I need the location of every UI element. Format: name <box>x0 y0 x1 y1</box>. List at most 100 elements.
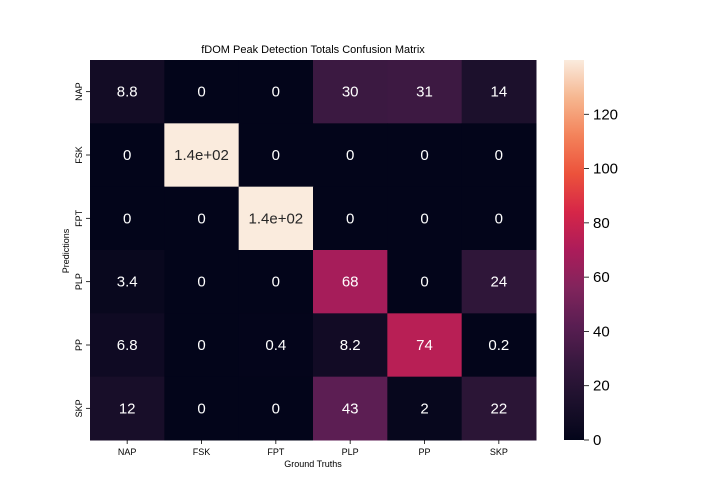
cell-value-label: 0 <box>495 210 503 227</box>
cell-value-label: 0 <box>420 210 428 227</box>
colorbar-tick-label: 20 <box>593 378 610 395</box>
cell-value-label: 0 <box>123 147 131 164</box>
chart-title: fDOM Peak Detection Totals Confusion Mat… <box>201 44 425 56</box>
heatmap-cell <box>238 123 314 188</box>
heatmap-cell <box>313 376 388 441</box>
cell-value-label: 3.4 <box>117 274 138 291</box>
cell-value-label: 1.4e+02 <box>174 147 229 164</box>
heatmap-cell <box>461 376 537 441</box>
heatmap-cell <box>90 60 165 124</box>
heatmap-cell <box>164 376 240 441</box>
heatmap-cell <box>164 313 240 378</box>
cell-value-label: 0 <box>346 210 354 227</box>
cell-value-label: 0 <box>495 147 503 164</box>
heatmap-cell <box>461 250 537 314</box>
heatmap-cell <box>238 186 314 251</box>
heatmap-cell <box>387 123 463 188</box>
colorbar-tick-label: 0 <box>593 432 601 449</box>
heatmap-cell <box>90 376 165 441</box>
heatmap-grid: 8.8 0 0 30 31 14 0 1.4e+02 0 0 0 0 0 0 1.4e+02 0 0 0 3.4 0 0… <box>90 60 537 441</box>
cell-value-label: 0 <box>197 337 205 354</box>
cell-value-label: 68 <box>342 274 359 291</box>
y-axis-label: Predictions <box>61 228 71 273</box>
heatmap-cell <box>238 376 314 441</box>
colorbar-tick-label: 60 <box>593 269 610 286</box>
cell-value-label: 43 <box>342 400 359 417</box>
y-axis-ticks: NAP FSK FPT PLP PP SKP <box>74 82 90 417</box>
x-tick-label: PP <box>418 447 430 457</box>
cell-value-label: 0 <box>272 147 280 164</box>
cell-value-label: 0.2 <box>488 337 509 354</box>
heatmap-cell <box>313 186 388 251</box>
cell-value-label: 0 <box>197 84 205 101</box>
heatmap-cell <box>313 123 388 188</box>
cell-value-label: 0 <box>420 147 428 164</box>
colorbar <box>564 60 584 440</box>
y-tick-label: FSK <box>74 146 84 164</box>
heatmap-cell <box>461 186 537 251</box>
cell-value-label: 22 <box>490 400 507 417</box>
heatmap-cell <box>387 60 463 124</box>
cell-value-label: 14 <box>490 84 507 101</box>
heatmap-cell <box>238 60 314 124</box>
heatmap-cell <box>387 250 463 314</box>
cell-value-label: 31 <box>416 84 433 101</box>
cell-value-label: 74 <box>416 337 433 354</box>
x-tick-label: NAP <box>118 447 137 457</box>
heatmap-cell <box>164 250 240 314</box>
colorbar-tick-label: 80 <box>593 215 610 232</box>
heatmap-cell <box>90 313 165 378</box>
heatmap-cell <box>164 60 240 124</box>
cell-value-label: 8.2 <box>340 337 361 354</box>
cell-value-label: 1.4e+02 <box>249 210 304 227</box>
y-tick-label: SKP <box>74 399 84 417</box>
heatmap-cell <box>164 123 240 188</box>
y-tick-label: FPT <box>74 209 84 227</box>
cell-value-label: 2 <box>420 400 428 417</box>
heatmap-cell <box>164 186 240 251</box>
heatmap-cell <box>90 123 165 188</box>
x-tick-label: FSK <box>193 447 211 457</box>
heatmap-cell <box>387 376 463 441</box>
cell-value-label: 0 <box>272 400 280 417</box>
heatmap-cell <box>461 123 537 188</box>
cell-value-label: 0 <box>123 210 131 227</box>
cell-value-label: 30 <box>342 84 359 101</box>
y-tick-label: PP <box>74 339 84 351</box>
cell-value-label: 8.8 <box>117 84 138 101</box>
x-tick-label: PLP <box>342 447 359 457</box>
cell-value-label: 12 <box>119 400 136 417</box>
heatmap-cell <box>238 313 314 378</box>
x-axis-label: Ground Truths <box>284 459 342 469</box>
cell-value-label: 0 <box>197 210 205 227</box>
colorbar-ticks: 0 20 40 60 80 100 120 <box>584 106 618 449</box>
cell-value-label: 0 <box>272 84 280 101</box>
colorbar-tick-label: 40 <box>593 323 610 340</box>
y-tick-label: NAP <box>74 82 84 101</box>
x-tick-label: SKP <box>490 447 508 457</box>
cell-value-label: 0 <box>272 274 280 291</box>
cell-value-label: 0 <box>420 274 428 291</box>
cell-value-label: 0 <box>197 274 205 291</box>
heatmap-cell <box>238 250 314 314</box>
colorbar-tick-label: 120 <box>593 106 618 123</box>
colorbar-tick-label: 100 <box>593 161 618 178</box>
x-tick-label: FPT <box>267 447 285 457</box>
heatmap-cell <box>461 313 537 378</box>
heatmap-cell <box>313 313 388 378</box>
heatmap-cell <box>90 186 165 251</box>
heatmap-cell <box>461 60 537 124</box>
heatmap-cell <box>387 186 463 251</box>
cell-value-label: 6.8 <box>117 337 138 354</box>
y-tick-label: PLP <box>74 273 84 290</box>
cell-value-label: 0.4 <box>265 337 286 354</box>
cell-value-label: 0 <box>346 147 354 164</box>
cell-value-label: 0 <box>197 400 205 417</box>
heatmap-cell <box>90 250 165 314</box>
heatmap-cell <box>387 313 463 378</box>
heatmap-cell <box>313 250 388 314</box>
heatmap-cell <box>313 60 388 124</box>
x-axis-ticks: NAP FSK FPT PLP PP SKP <box>118 440 508 457</box>
cell-value-label: 24 <box>490 274 507 291</box>
